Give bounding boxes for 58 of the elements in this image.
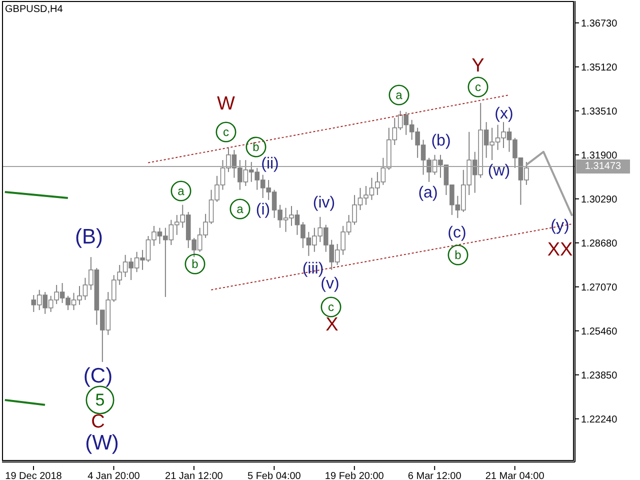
circled-letter: c — [320, 296, 342, 318]
annotation: Y — [472, 56, 485, 76]
annotation: (iii) — [302, 260, 324, 278]
annotation: b — [192, 257, 199, 271]
y-tick-label: 1.31900 — [581, 150, 618, 162]
annotation: c — [475, 80, 481, 94]
circled-letter: b — [448, 244, 468, 266]
y-tick-label: 1.23850 — [581, 370, 618, 382]
ref-line-label: 1.31473 — [584, 161, 622, 172]
x-tick-label: 19 Dec 2018 — [5, 471, 62, 480]
annotation: XX — [547, 240, 573, 260]
annotation: (iv) — [312, 194, 336, 212]
y-tick-label: 1.36730 — [581, 18, 618, 30]
x-tick-label: 6 Mar 12:00 — [408, 471, 462, 480]
x-tick-label: 21 Jan 12:00 — [165, 471, 224, 480]
circled-letter: 5 — [86, 386, 114, 414]
x-tick-label: 5 Feb 04:00 — [247, 471, 302, 480]
annotation: c — [328, 300, 334, 314]
circled-letter: a — [230, 198, 250, 220]
annotation: (B) — [75, 226, 103, 248]
circled-letter: b — [184, 254, 206, 274]
circled-letter: a — [388, 84, 410, 106]
annotation: (v) — [320, 276, 340, 292]
y-tick-label: 1.33510 — [581, 106, 618, 118]
annotation: 5 — [95, 390, 105, 410]
annotation: (x) — [494, 106, 514, 122]
annotation: (c) — [448, 224, 466, 242]
x-tick-label: 4 Jan 20:00 — [88, 471, 140, 480]
annotation: (ii) — [261, 156, 279, 172]
annotation: c — [223, 125, 229, 139]
annotation: (a) — [418, 184, 438, 202]
circled-letter: b — [246, 136, 266, 158]
annotation: X — [326, 314, 339, 336]
annotation: (y) — [550, 218, 570, 234]
y-tick-label: 1.28680 — [581, 238, 618, 250]
annotation: a — [178, 184, 185, 198]
annotation: (C) — [83, 364, 113, 388]
annotation: (b) — [431, 132, 451, 150]
x-tick-label: 21 Mar 04:00 — [485, 471, 545, 480]
annotation: C — [91, 412, 105, 432]
y-tick-label: 1.25460 — [581, 326, 618, 338]
circled-letter: c — [468, 76, 488, 98]
y-tick-label: 1.27070 — [581, 282, 618, 294]
annotation: a — [396, 88, 403, 102]
x-tick-label: 19 Feb 20:00 — [324, 471, 384, 480]
y-tick-label: 1.30290 — [581, 194, 618, 206]
annotation: b — [252, 140, 260, 154]
y-tick-label: 1.35120 — [581, 62, 618, 74]
annotation: a — [236, 202, 244, 216]
y-tick-label: 1.22240 — [581, 414, 618, 426]
circled-letter: c — [216, 122, 236, 142]
circled-letter: a — [170, 180, 192, 202]
annotation: b — [454, 248, 462, 262]
annotation: W — [217, 94, 236, 114]
annotation: (i) — [256, 202, 270, 218]
chart-title: GBPUSD,H4 — [5, 4, 63, 15]
annotation: (W) — [85, 432, 119, 454]
annotation: (w) — [488, 162, 510, 180]
